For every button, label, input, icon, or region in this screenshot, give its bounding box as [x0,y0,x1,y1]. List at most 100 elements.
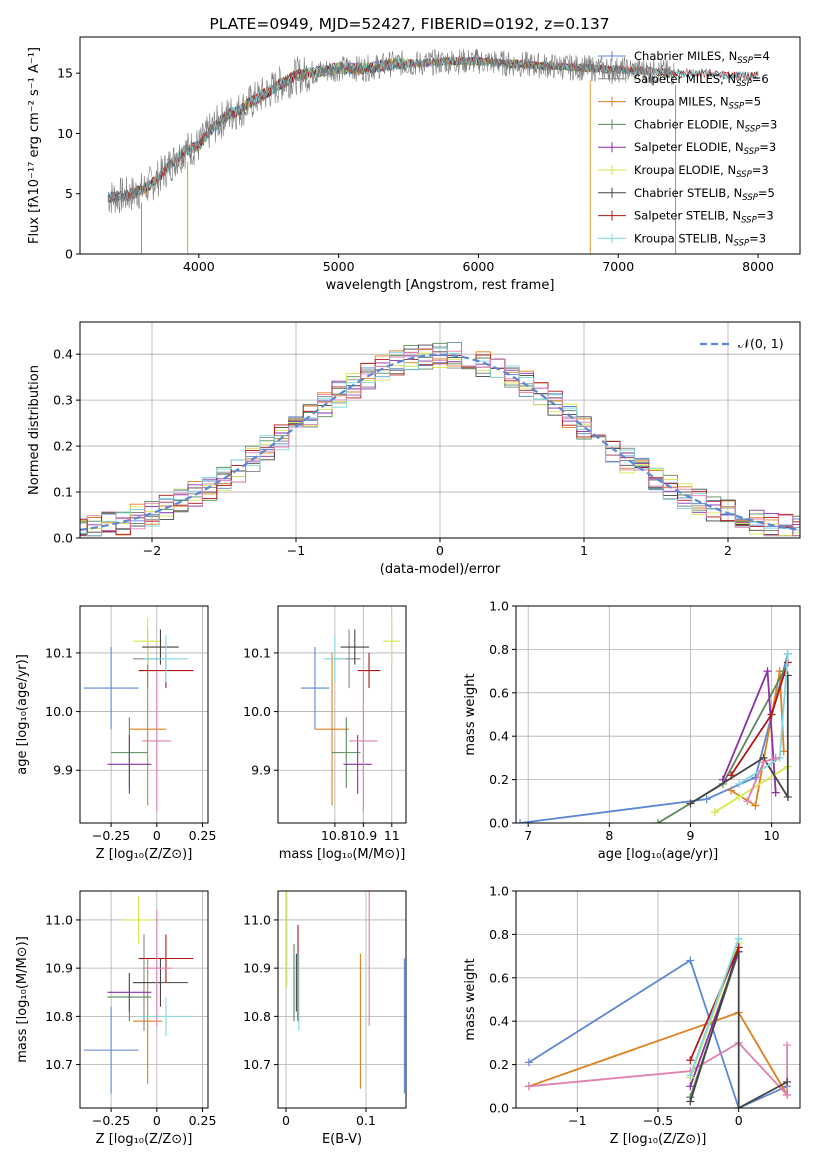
age_vs_mass-panel: 10.8 10.9 11 9.9 10.0 10.1 mass [log₁₀(M/M⊙)] [243,605,407,862]
tick-label-y: 15 [57,66,73,81]
tick-label-x: 9 [686,828,694,843]
mass-weight-line [689,938,740,1076]
normal-curve [80,353,800,531]
spectrum-model-line [107,56,675,203]
tick-label-y: 0.3 [53,393,73,408]
tick-label-x: 8000 [742,259,774,274]
tick-label-y: 0.2 [53,439,73,454]
tick-label-y: 10.0 [45,704,73,719]
mass-weight-marker [771,753,780,762]
axes-frame [277,890,407,1109]
axes-frame [79,890,209,1109]
mass-weight-marker [751,801,760,810]
tick-label-x: 6000 [463,259,495,274]
tick-label-y: 5 [65,186,73,201]
age_vs_mass-plot-area [300,617,401,812]
axes-frame [277,605,407,824]
axes-frame [79,36,801,255]
mass-weight-marker [654,819,662,823]
histogram-step [80,354,800,536]
mass_vs_ebv-plot-area [286,891,405,1094]
histogram-step [80,352,800,537]
tick-label-x: 0 [436,543,444,558]
tick-label-y: 0.4 [53,347,73,362]
mass-weight-marker [783,649,792,658]
legend-label: Kroupa STELIB, NSSP=3 [634,231,766,248]
histogram-step [80,349,800,537]
legend-label: Chabrier MILES, NSSP=4 [634,49,770,66]
y-axis-label: age [log₁₀(age/yr)] [15,654,30,775]
tick-label-x: 8 [605,828,613,843]
legend-label: Chabrier ELODIE, NSSP=3 [634,117,777,134]
mass_weight_vs_Z-plot-area [524,934,792,1108]
mass-weight-marker [734,934,743,943]
tick-label-y: 9.9 [251,763,271,778]
legend-label: Kroupa ELODIE, NSSP=3 [634,163,769,180]
y-axis-label: Normed distribution [27,365,42,495]
tick-label-y: 0.2 [489,772,509,787]
tick-label-y: 10.8 [243,1009,271,1024]
tick-label-y: 9.9 [53,763,73,778]
tick-label-y: 10.1 [243,645,271,660]
tick-label-x: 5000 [323,259,355,274]
mass-weight-marker [516,819,525,823]
mass-weight-marker [686,1056,695,1065]
axes-frame [79,605,209,824]
age_vs_Z-plot-area [83,617,194,812]
tick-label-y: 10.9 [45,961,73,976]
tick-label-x: 0 [282,1113,290,1128]
tick-label-y: 11.0 [243,912,271,927]
mass_vs_Z-plot-area [83,895,194,1094]
spectrum-plot-area [107,48,759,254]
tick-label-y: 10.7 [243,1057,271,1072]
tick-label-x: 0 [153,1113,161,1128]
tick-label-x: −1 [568,1113,586,1128]
legend-label: Salpeter ELODIE, NSSP=3 [634,140,776,157]
mass-weight-marker [735,792,744,801]
tick-label-x: 0.1 [356,1113,376,1128]
mass-weight-marker [783,1077,792,1086]
mass_vs_Z-panel: −0.25 0 0.25 10.7 10.8 10.9 11.0 Z [log₁₀(Z/Z⊙)… [15,890,216,1147]
spectrum-model-line [107,56,675,203]
tick-label-y: 11.0 [45,912,73,927]
mass-weight-marker [524,1058,533,1067]
mass-weight-marker [783,1090,792,1099]
x-axis-label: Z [log₁₀(Z/Z⊙)] [610,1132,707,1147]
x-axis-label: age [log₁₀(age/yr)] [598,847,719,862]
mass-weight-marker [734,1104,743,1108]
mass-weight-marker [783,671,792,680]
spectrum-data-line [107,48,675,214]
residual_hist-panel: −2 −1 0 1 2 0.0 0.1 0.2 0.3 0.4 (data-model)/error… [27,321,801,577]
tick-label-x: 10.9 [349,828,377,843]
mass_weight_vs_age-panel: 7 8 9 10 0.0 0.2 0.4 0.6 0.8 1.0 age [log₁₀(age/yr… [463,599,801,862]
x-axis-label: mass [log₁₀(M/M⊙)] [279,847,406,862]
tick-label-x: 0 [153,828,161,843]
mass-weight-line [528,959,788,1108]
histogram-step [80,342,800,537]
tick-label-y: 0.6 [489,685,509,700]
mass-weight-marker [702,795,711,804]
tick-label-x: 0.25 [189,828,217,843]
legend-label: Salpeter MILES, NSSP=6 [634,72,769,89]
tick-label-x: −1 [287,543,305,558]
x-axis-label: Z [log₁₀(Z/Z⊙)] [96,847,193,862]
mass_vs_ebv-panel: 0 0.1 10.7 10.8 10.9 11.0 E(B-V) [243,890,407,1147]
tick-label-y: 10.9 [243,961,271,976]
legend-label: Salpeter STELIB, NSSP=3 [634,209,774,226]
tick-label-y: 10 [57,126,73,141]
mass-weight-marker [727,786,736,795]
tick-label-x: −0.5 [643,1113,673,1128]
x-axis-label: Z [log₁₀(Z/Z⊙)] [96,1132,193,1147]
spectrum-panel: 4000 5000 6000 7000 8000 0 5 10 15 wavelength [An… [27,36,801,293]
tick-label-y: 1.0 [489,884,509,899]
tick-label-y: 10.8 [45,1009,73,1024]
x-axis-label: (data-model)/error [380,562,501,577]
y-axis-label: mass [log₁₀(M/M⊙)] [15,936,30,1063]
x-axis-label: wavelength [Angstrom, rest frame] [326,278,555,293]
axes-frame [515,605,801,824]
histogram-step [80,348,800,537]
tick-label-y: 0.4 [489,729,509,744]
tick-label-x: 10.8 [321,828,349,843]
tick-label-y: 0.2 [489,1057,509,1072]
mass-weight-marker [763,667,772,676]
